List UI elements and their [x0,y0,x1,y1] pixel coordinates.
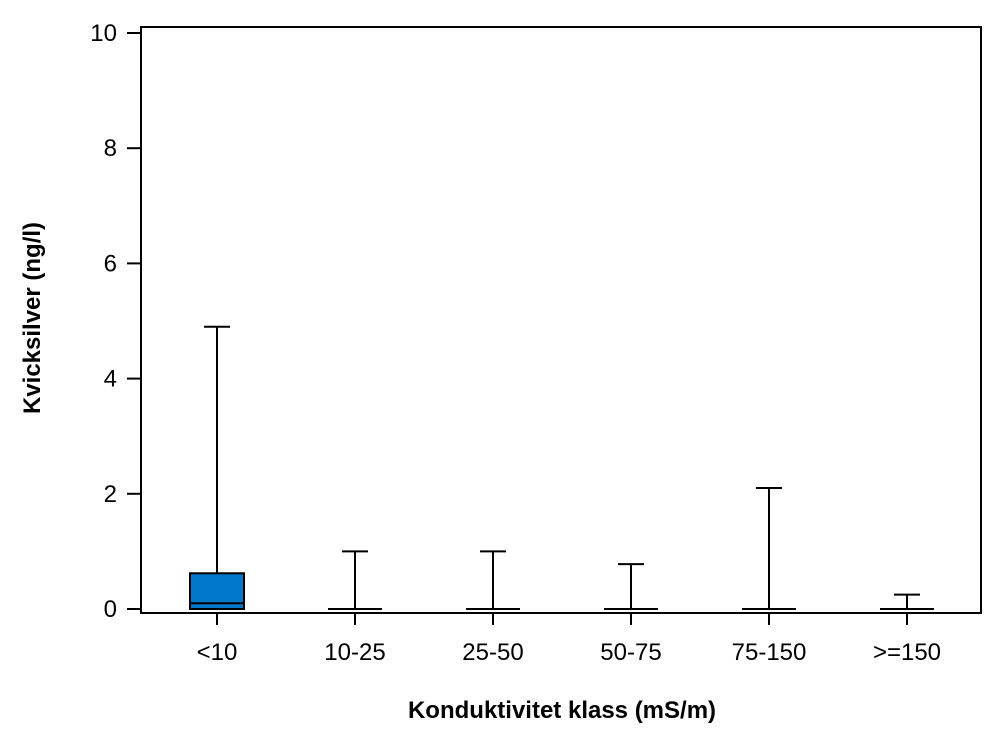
box-4 [604,563,658,610]
box-1 [189,325,245,611]
y-tick-label: 2 [104,481,117,508]
y-axis: 0 2 4 6 8 10 [90,20,141,623]
y-tick-label: 10 [90,20,117,47]
y-tick-label: 8 [104,135,117,162]
box-5 [742,487,796,610]
x-tick-label: <10 [197,639,238,666]
x-tick-label: >=150 [873,639,941,666]
x-axis: <10 10-25 25-50 50-75 75-150 >=150 [197,613,941,666]
plot-frame [140,26,982,614]
box-3 [466,550,520,610]
y-tick-label: 6 [104,250,117,277]
x-tick-label: 10-25 [324,639,385,666]
y-tick-label: 4 [104,366,117,393]
x-tick-label: 75-150 [732,639,807,666]
box-2 [328,550,382,610]
x-tick-label: 25-50 [462,639,523,666]
x-axis-title: Konduktivitet klass (mS/m) [408,697,716,724]
y-tick-label: 0 [104,596,117,623]
y-axis-title: Kvicksilver (ng/l) [19,222,46,414]
box-6 [880,593,934,610]
x-tick-label: 50-75 [600,639,661,666]
box-series [189,325,934,611]
